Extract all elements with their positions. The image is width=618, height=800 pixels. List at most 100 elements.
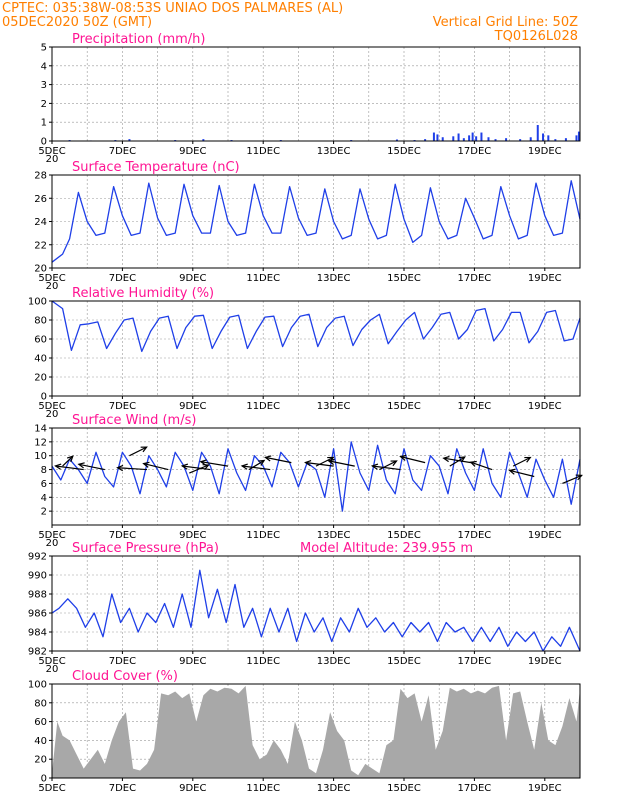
- x-tick-label: 7DEC: [109, 273, 136, 284]
- y-tick-label: 6: [41, 479, 47, 490]
- x-tick-label: 11DEC: [246, 401, 280, 412]
- wind-arrow-head: [508, 468, 516, 475]
- wind-arrow: [327, 458, 355, 467]
- wind-arrow-shaft: [129, 446, 147, 457]
- panel-title: Relative Humidity (%): [72, 286, 214, 301]
- wind-arrow: [442, 455, 471, 464]
- humidity-line: [51, 300, 581, 353]
- wind-arrow-shaft: [512, 456, 531, 467]
- precip-bar: [547, 135, 550, 141]
- x-tick-label: 15DEC: [387, 401, 421, 412]
- wind-arrow: [62, 455, 74, 467]
- wind-arrow: [240, 463, 271, 471]
- x-tick-label: 13DEC: [317, 401, 351, 412]
- wind-line: [51, 441, 581, 512]
- x-tick-label: 19DEC: [528, 530, 562, 541]
- wind-arrow-shaft: [265, 456, 292, 464]
- wind-arrow-head: [240, 463, 248, 470]
- panel-frame: [51, 46, 581, 142]
- x-tick-label: 7DEC: [109, 530, 136, 541]
- x-tick-label: 15DEC: [387, 146, 421, 157]
- precip-bar: [128, 139, 131, 141]
- wind-arrow-head: [575, 474, 583, 481]
- wind-arrow-head: [442, 455, 450, 463]
- wind-arrow-head: [399, 454, 407, 461]
- y-tick-label: 5: [41, 43, 47, 54]
- y-tick-label: 2: [41, 99, 47, 110]
- wind-arrow: [399, 454, 426, 464]
- header: CPTEC: 035:38W-08:53S UNIAO DOS PALMARES…: [2, 1, 578, 44]
- panel-title: Cloud Cover (%): [72, 669, 178, 684]
- y-tick-label: 986: [28, 609, 47, 620]
- x-tick-label: 9DEC: [179, 146, 206, 157]
- x-tick-label: 19DEC: [528, 273, 562, 284]
- precip-bar: [395, 139, 398, 141]
- precip-bar: [487, 137, 490, 141]
- panel-title: Surface Pressure (hPa): [72, 541, 219, 556]
- wind-arrow: [512, 456, 532, 467]
- precip-bar: [505, 138, 508, 141]
- wind-arrow-shaft: [328, 460, 355, 467]
- wind-arrow: [304, 460, 334, 467]
- x-year-label: 20: [46, 538, 59, 549]
- wind-arrow-head: [327, 458, 335, 465]
- y-tick-label: 100: [28, 297, 47, 308]
- wind-arrow-head: [180, 463, 189, 470]
- wind-arrow: [469, 460, 493, 471]
- precip-bar: [575, 135, 578, 141]
- wind-arrow-head: [370, 463, 379, 470]
- x-tick-label: 17DEC: [458, 783, 492, 794]
- header-model: TQ0126L028: [494, 29, 578, 44]
- y-tick-label: 20: [34, 373, 47, 384]
- x-tick-label: 9DEC: [179, 401, 206, 412]
- pressure-line: [51, 569, 581, 652]
- x-tick-label: 5DEC: [38, 530, 65, 541]
- wind-arrow-shaft: [241, 465, 271, 471]
- header-run-time: 05DEC2020 50Z (GMT): [2, 15, 152, 30]
- panel-title: Surface Wind (m/s): [72, 413, 196, 428]
- precip-bar: [468, 135, 471, 141]
- x-tick-label: 5DEC: [38, 146, 65, 157]
- wind-arrow: [199, 459, 229, 467]
- wind-arrow-shaft: [143, 462, 169, 471]
- x-tick-label: 13DEC: [317, 530, 351, 541]
- wind-arrow-head: [524, 456, 532, 463]
- x-tick-label: 9DEC: [179, 656, 206, 667]
- wind-arrow-shaft: [470, 461, 493, 471]
- precip-bar: [475, 136, 478, 141]
- y-tick-label: 982: [28, 647, 47, 658]
- x-tick-label: 19DEC: [528, 783, 562, 794]
- wind-arrow-shaft: [509, 469, 535, 478]
- panel-precip: 0 1 2 3 4 5 5DEC 7DEC 9DEC 11DEC 13DEC 15DEC 17DEC 19…: [38, 32, 581, 165]
- wind-arrow-shaft: [372, 465, 401, 471]
- panel-subtitle: Model Altitude: 239.955 m: [300, 541, 473, 556]
- precip-bar: [424, 139, 427, 141]
- y-tick-label: 26: [34, 194, 47, 205]
- x-tick-label: 5DEC: [38, 656, 65, 667]
- y-tick-label: 0: [41, 774, 47, 785]
- x-tick-label: 17DEC: [458, 273, 492, 284]
- precip-bar: [519, 139, 522, 141]
- x-tick-label: 9DEC: [179, 530, 206, 541]
- wind-arrow-shaft: [55, 465, 84, 471]
- y-tick-label: 40: [34, 354, 47, 365]
- x-tick-label: 7DEC: [109, 783, 136, 794]
- y-tick-label: 60: [34, 335, 47, 346]
- y-tick-label: 20: [34, 755, 47, 766]
- x-tick-label: 9DEC: [179, 273, 206, 284]
- y-tick-label: 4: [41, 61, 47, 72]
- x-tick-label: 11DEC: [246, 530, 280, 541]
- y-tick-label: 100: [28, 680, 47, 691]
- y-tick-label: 1: [41, 118, 47, 129]
- y-tick-label: 40: [34, 736, 47, 747]
- y-tick-label: 10: [34, 451, 47, 462]
- temperature-line: [51, 180, 581, 263]
- y-tick-label: 0: [41, 392, 47, 403]
- precip-bar: [536, 125, 539, 141]
- panel-pressure: 982 984 986 988 990 992 5DEC 7DEC 9DEC 11DEC 13DEC…: [28, 541, 581, 675]
- x-tick-label: 11DEC: [246, 273, 280, 284]
- x-year-label: 20: [46, 664, 59, 675]
- panel-temperature: 20 22 24 26 28 5DEC 7DEC 9DEC 11DEC 13DEC 15DEC 17D…: [34, 160, 581, 292]
- x-tick-label: 5DEC: [38, 401, 65, 412]
- panel-frame: [51, 427, 581, 526]
